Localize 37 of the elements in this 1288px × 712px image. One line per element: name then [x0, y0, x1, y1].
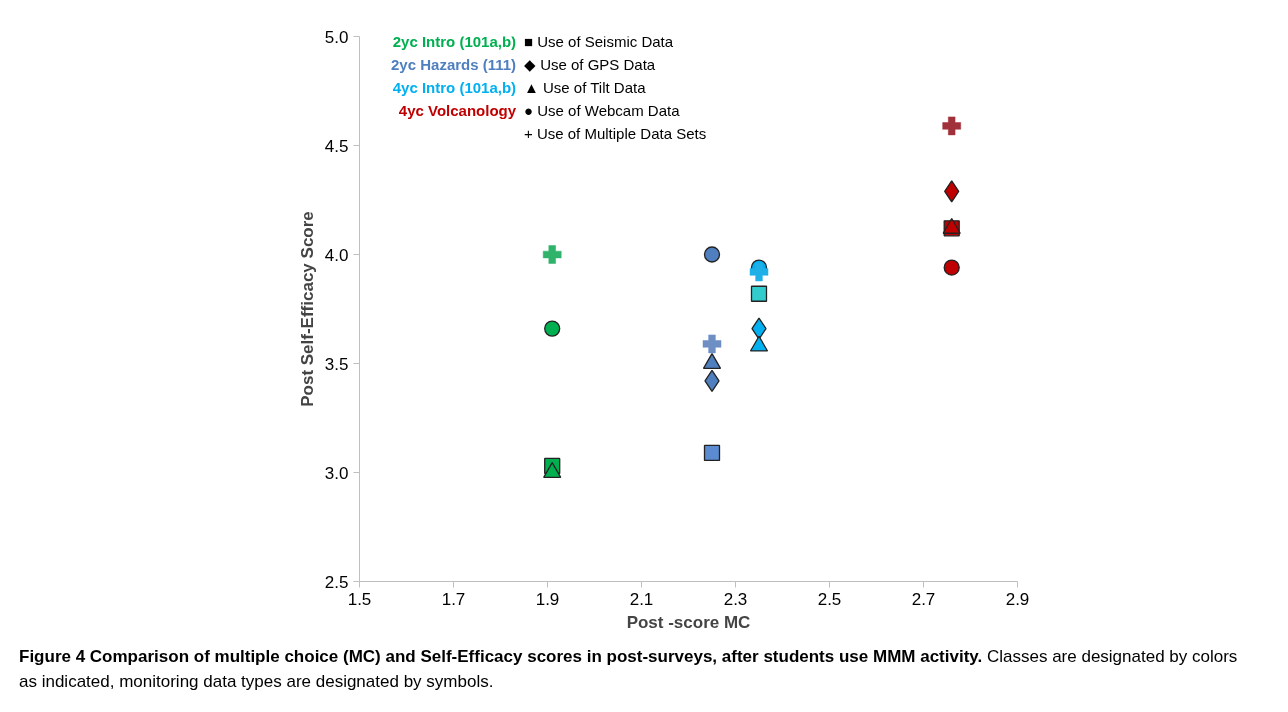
point	[542, 245, 562, 264]
y-tick-label: 5.0	[324, 27, 349, 47]
annotation: ● Use of Webcam Data	[524, 102, 681, 120]
annotation: ▲ Use of Tilt Data	[524, 79, 647, 97]
text: 4yc Intro (101a,b)	[392, 79, 517, 97]
point	[703, 444, 721, 462]
point	[544, 320, 561, 337]
y-tick-label: 4.5	[324, 136, 349, 156]
y-axis-title: Post Self-Efficacy Score	[297, 211, 317, 407]
x-tick-label: 2.3	[723, 589, 748, 609]
text: 2yc Intro (101a,b)	[392, 33, 517, 51]
point	[749, 262, 769, 282]
y-tick-label: 2.5	[324, 572, 349, 592]
point	[943, 259, 960, 276]
point	[942, 116, 961, 136]
annotation: ■ Use of Seismic Data	[524, 33, 674, 51]
x-tick-label: 1.7	[441, 589, 466, 609]
x-tick-label: 2.9	[1005, 589, 1030, 609]
caption: Figure 4 Comparison of multiple choice (MC) and Self-Efficacy scores in post-surveys, after students use MMM activity.	[19, 647, 983, 666]
point	[702, 334, 722, 354]
x-tick-label: 2.7	[911, 589, 936, 609]
x-tick-label: 1.5	[347, 589, 372, 609]
point	[543, 462, 562, 479]
x-tick-label: 2.5	[817, 589, 842, 609]
annotation: + Use of Multiple Data Sets	[524, 125, 707, 143]
x-tick-label: 2.1	[629, 589, 654, 609]
x-tick-label: 1.9	[535, 589, 560, 609]
point	[750, 285, 768, 302]
y-tick-label: 3.5	[324, 354, 349, 374]
point	[703, 246, 721, 263]
point	[702, 353, 722, 370]
y-tick-label: 3.0	[324, 463, 349, 483]
text: 2yc Hazards (111)	[391, 56, 517, 74]
text: 4yc Volcanology	[398, 102, 517, 120]
x-axis-title: Post -score MC	[626, 612, 751, 632]
annotation: ◆ Use of GPS Data	[524, 56, 656, 74]
y-tick-label: 4.0	[324, 245, 349, 265]
